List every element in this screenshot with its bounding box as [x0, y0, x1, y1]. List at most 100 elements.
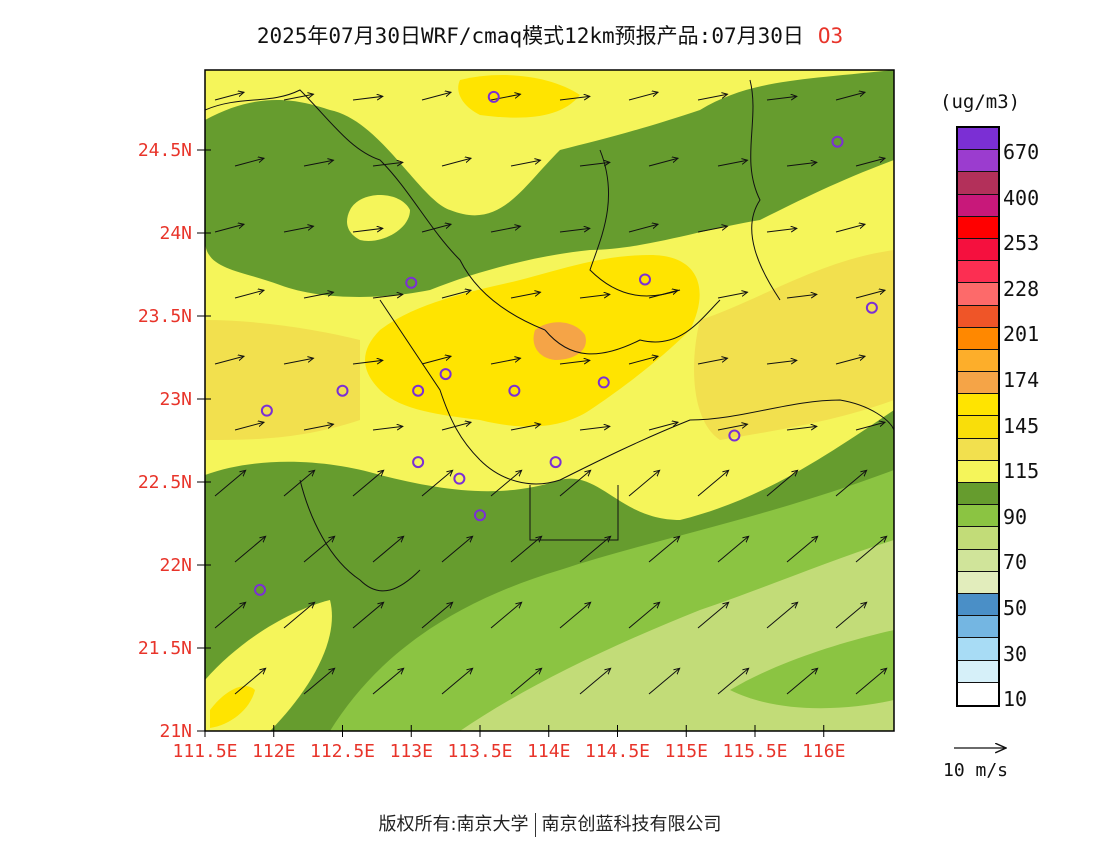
station-marker	[487, 90, 500, 103]
wind-vector	[352, 96, 383, 101]
wind-vector	[717, 292, 747, 299]
colorbar-swatch	[958, 305, 998, 328]
wind-vector	[648, 536, 680, 563]
wind-vector	[214, 224, 244, 233]
lon-label: 114.5E	[585, 741, 650, 762]
colorbar-swatch	[958, 460, 998, 483]
wind-vector	[648, 422, 678, 431]
wind-vector	[835, 602, 867, 629]
wind-vector	[579, 668, 611, 695]
wind-vector	[786, 162, 817, 167]
copyright-right: 南京创蓝科技有限公司	[541, 814, 722, 835]
wind-vector	[628, 92, 658, 101]
wind-vector	[510, 292, 540, 299]
o3-band-145	[365, 255, 700, 427]
wind-vector	[766, 470, 798, 497]
wind-vector	[786, 536, 818, 563]
wind-vector	[421, 602, 453, 629]
colorbar-swatch	[958, 638, 998, 661]
footer-divider	[534, 813, 536, 837]
station-marker	[728, 429, 741, 442]
reference-vector-arrow	[954, 736, 1010, 756]
wind-vector	[628, 224, 658, 233]
wind-vector	[490, 470, 522, 497]
wind-vector	[648, 158, 678, 167]
wind-vector	[697, 94, 727, 101]
colorbar-swatch	[958, 593, 998, 617]
wind-vector	[855, 536, 887, 563]
station-marker	[597, 376, 610, 389]
colorbar-swatch	[958, 505, 998, 528]
colorbar-label: 70	[1003, 550, 1028, 575]
colorbar-label: 10	[1003, 687, 1028, 712]
wind-vector	[579, 426, 610, 431]
colorbar-label: 201	[1003, 322, 1040, 347]
wind-vector	[559, 470, 591, 497]
wind-vector	[510, 668, 542, 695]
colorbar-label: 253	[1003, 231, 1040, 256]
wind-vector	[234, 668, 266, 695]
o3-band-145-sw	[210, 686, 255, 728]
colorbar-swatch	[958, 483, 998, 506]
wind-vector	[372, 162, 403, 167]
lat-label: 24.5N	[138, 140, 192, 161]
wind-vector	[766, 602, 798, 629]
station-marker	[549, 456, 562, 469]
colorbar-swatch	[958, 150, 998, 173]
colorbar-swatch	[958, 172, 998, 195]
lon-label: 112E	[252, 741, 295, 762]
colorbar-label: 174	[1003, 368, 1040, 392]
wind-vector	[303, 424, 333, 431]
wind-vector	[352, 360, 383, 365]
colorbar-swatch	[958, 682, 998, 705]
wind-vector	[697, 602, 729, 629]
wind-vector	[214, 92, 244, 101]
wind-vector	[855, 668, 887, 695]
o3-band-115b	[205, 320, 360, 440]
colorbar-swatch	[958, 372, 998, 395]
lon-label: 114E	[527, 741, 570, 762]
wind-vector	[648, 290, 678, 299]
wind-vector	[441, 668, 473, 695]
wind-vector	[421, 470, 453, 497]
colorbar-swatch	[958, 527, 998, 550]
wind-vector	[697, 226, 727, 233]
lat-label: 23.5N	[138, 306, 192, 327]
wind-vector	[234, 422, 264, 431]
monitoring-stations	[254, 90, 878, 596]
wind-vector	[855, 290, 885, 299]
map-title: 2025年07月30日WRF/cmaq模式12km预报产品:07月30日 O3	[0, 20, 1100, 50]
wind-vector	[697, 470, 729, 497]
wind-vector	[234, 290, 264, 299]
wind-vector	[835, 470, 867, 497]
concentration-field	[205, 70, 894, 731]
reference-vector-label: 10 m/s	[943, 760, 1009, 781]
wind-vector	[717, 424, 747, 431]
wind-vector	[303, 160, 333, 167]
colorbar-label: 400	[1003, 185, 1040, 210]
title-main: 2025年07月30日WRF/cmaq模式12km预报产品:07月30日	[256, 24, 804, 48]
wind-vector	[490, 358, 520, 365]
station-marker	[474, 509, 486, 522]
wind-vector	[510, 536, 542, 563]
wind-vector	[835, 224, 865, 233]
lat-label: 21.5N	[138, 638, 192, 659]
title-variable: O3	[817, 24, 844, 48]
wind-vector	[490, 226, 520, 233]
wind-vector	[303, 536, 335, 563]
wind-vector	[717, 160, 747, 167]
station-marker	[336, 384, 349, 397]
lon-label: 115E	[665, 741, 708, 762]
wind-vector	[421, 224, 451, 233]
wind-vector	[421, 92, 451, 101]
lat-label: 23N	[159, 389, 192, 410]
colorbar-swatch	[958, 327, 998, 350]
wind-vector	[559, 96, 590, 101]
o3-band-115-pocket	[347, 195, 410, 241]
wind-vector	[490, 94, 520, 101]
colorbar-swatch	[958, 194, 998, 217]
lat-label: 22.5N	[138, 472, 192, 493]
wind-vector	[559, 602, 591, 629]
wind-vector	[766, 96, 797, 101]
